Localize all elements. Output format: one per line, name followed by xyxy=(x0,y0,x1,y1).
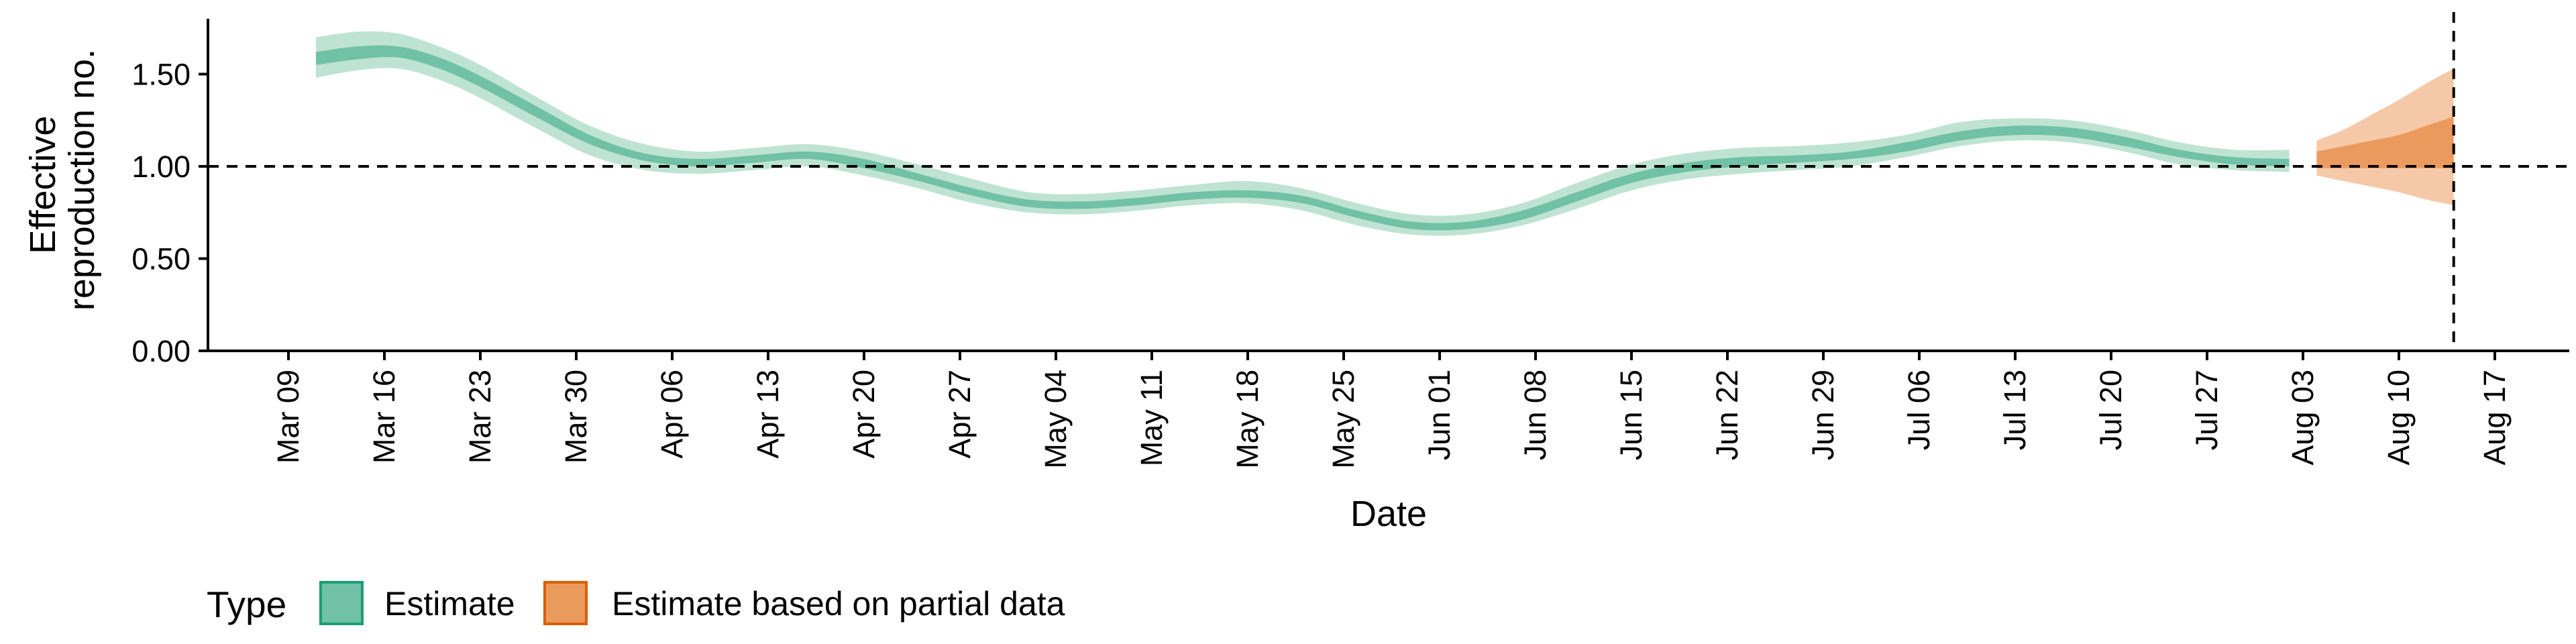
legend-label-estimate: Estimate xyxy=(384,585,515,623)
legend-key-estimate xyxy=(319,581,364,625)
x-tick-label: May 25 xyxy=(1326,370,1360,469)
reference-lines xyxy=(208,12,2569,351)
ribbon-90-estimate xyxy=(315,31,2290,236)
x-tick-label: Apr 27 xyxy=(943,370,977,459)
x-tick-label: Jun 01 xyxy=(1422,370,1456,460)
y-tick-label: 0.50 xyxy=(131,242,191,276)
x-tick-label: Jul 20 xyxy=(2094,370,2128,450)
x-axis-title: Date xyxy=(1350,494,1427,534)
x-tick-label: May 04 xyxy=(1038,370,1073,469)
x-tick-label: Aug 03 xyxy=(2286,370,2320,466)
x-tick-label: Mar 16 xyxy=(367,370,401,464)
x-tick-label: May 18 xyxy=(1230,370,1265,469)
x-tick-label: Apr 20 xyxy=(847,370,881,459)
x-tick-label: Mar 23 xyxy=(463,370,497,464)
y-tick-label: 1.00 xyxy=(131,150,191,184)
x-tick-label: Jun 15 xyxy=(1614,370,1648,460)
y-tick-label: 1.50 xyxy=(131,58,191,92)
legend-key-partial-estimate xyxy=(543,581,588,625)
legend-label-partial-estimate: Estimate based on partial data xyxy=(612,585,1065,623)
x-tick-label: Aug 17 xyxy=(2477,370,2512,466)
x-tick-label: Jul 06 xyxy=(1902,370,1936,450)
ribbon-50-partial-estimate xyxy=(2316,116,2454,168)
x-tick-label: Mar 30 xyxy=(559,370,593,464)
x-tick-label: Jul 13 xyxy=(1998,370,2032,450)
x-tick-label: Mar 09 xyxy=(271,370,305,464)
y-tick-label: 0.00 xyxy=(131,334,191,368)
ribbon-90-partial-estimate xyxy=(2316,68,2454,205)
x-tick-label: Jun 29 xyxy=(1806,370,1840,460)
x-tick-label: Apr 13 xyxy=(751,370,785,459)
y-axis-title-line-1: Effective xyxy=(23,115,63,254)
x-tick-label: Aug 10 xyxy=(2381,370,2416,466)
axes xyxy=(207,19,2569,352)
x-tick-label: Jul 27 xyxy=(2190,370,2224,450)
y-axis-ticks: 0.00 0.50 1.00 1.50 xyxy=(131,58,208,368)
ribbon-layer xyxy=(315,31,2454,236)
x-tick-label: Jun 08 xyxy=(1518,370,1552,460)
x-tick-label: Jun 22 xyxy=(1710,370,1744,460)
legend: Type Estimate Estimate based on partial … xyxy=(207,581,1065,625)
legend-title: Type xyxy=(207,584,286,625)
x-tick-label: May 11 xyxy=(1134,370,1169,466)
y-axis-title: Effective reproduction no. xyxy=(23,49,102,311)
y-axis-title-line-2: reproduction no. xyxy=(62,49,102,311)
x-axis-ticks: Mar 09 Mar 16 Mar 23 Mar 30 Apr 06 Apr 13 Apr … xyxy=(271,351,2512,469)
x-tick-label: Apr 06 xyxy=(655,370,689,459)
